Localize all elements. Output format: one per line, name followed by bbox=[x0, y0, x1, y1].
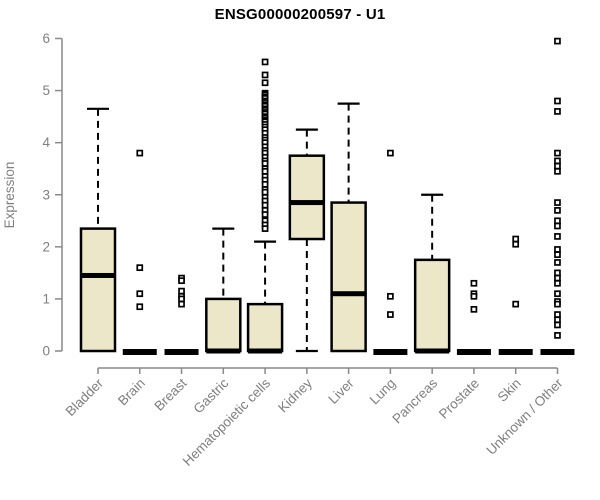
outlier-point bbox=[470, 279, 478, 287]
flat-box bbox=[456, 349, 491, 355]
x-tick-label: Unknown / Other bbox=[483, 375, 566, 458]
outlier-point bbox=[387, 292, 394, 300]
x-tick-label: Lung bbox=[367, 376, 399, 408]
y-tick-label: 3 bbox=[42, 187, 50, 202]
outlier-point bbox=[554, 321, 561, 329]
x-tick-label: Kidney bbox=[275, 375, 315, 415]
flat-box bbox=[498, 349, 533, 355]
outlier-point bbox=[554, 157, 561, 165]
outlier-point bbox=[512, 240, 520, 248]
outlier-point bbox=[387, 311, 394, 318]
outlier-point bbox=[261, 225, 269, 232]
box bbox=[246, 302, 284, 353]
y-tick-label: 1 bbox=[42, 291, 50, 306]
outlier-point bbox=[554, 222, 561, 230]
flat-box bbox=[373, 349, 408, 355]
x-tick-label: Breast bbox=[151, 375, 189, 413]
outlier-point bbox=[136, 303, 144, 311]
box bbox=[205, 297, 242, 353]
outlier-point bbox=[554, 269, 561, 277]
outlier-point bbox=[512, 235, 520, 243]
chart-title: ENSG00000200597 - U1 bbox=[214, 6, 386, 23]
x-tick-label: Skin bbox=[495, 376, 524, 405]
outlier-point bbox=[261, 180, 269, 188]
outlier-point bbox=[554, 37, 561, 45]
outlier-point bbox=[554, 279, 561, 287]
outlier-point bbox=[261, 188, 269, 196]
x-tick-label: Bladder bbox=[63, 375, 107, 419]
outlier-point bbox=[470, 292, 478, 300]
box bbox=[413, 258, 451, 353]
outlier-point bbox=[261, 58, 269, 66]
outlier-point bbox=[261, 201, 269, 209]
outlier-point bbox=[554, 97, 561, 105]
x-tick-label: Pancreas bbox=[389, 375, 440, 426]
median-line bbox=[289, 200, 324, 206]
outlier-point bbox=[178, 295, 185, 303]
outlier-point bbox=[261, 211, 269, 218]
outlier-point bbox=[554, 167, 561, 175]
y-tick-label: 2 bbox=[42, 239, 50, 254]
outlier-point bbox=[136, 264, 144, 272]
outlier-point bbox=[554, 162, 561, 170]
outlier-point bbox=[554, 300, 561, 308]
median-line bbox=[331, 291, 366, 297]
outlier-point bbox=[554, 316, 561, 324]
median-line bbox=[415, 348, 450, 354]
outlier-point bbox=[554, 233, 561, 240]
y-tick-label: 6 bbox=[42, 31, 50, 46]
flat-box bbox=[540, 349, 575, 355]
box bbox=[288, 154, 326, 241]
outlier-point bbox=[554, 290, 561, 298]
outlier-point bbox=[261, 167, 269, 175]
box bbox=[79, 227, 117, 353]
outlier-point bbox=[512, 300, 520, 308]
outlier-point bbox=[554, 217, 561, 225]
outlier-point bbox=[261, 79, 269, 87]
outlier-point bbox=[554, 311, 561, 318]
x-tick-label: Liver bbox=[325, 375, 357, 407]
outlier-point bbox=[470, 305, 478, 313]
y-tick-label: 5 bbox=[42, 83, 50, 98]
outlier-point bbox=[261, 160, 269, 167]
outlier-point bbox=[554, 246, 561, 253]
y-axis-label: Expression bbox=[2, 162, 17, 229]
flat-box bbox=[164, 349, 199, 355]
outlier-point bbox=[554, 149, 561, 157]
x-tick-label: Gastric bbox=[191, 375, 232, 416]
median-line bbox=[248, 348, 283, 354]
outlier-point bbox=[554, 108, 561, 115]
outlier-point bbox=[136, 290, 144, 298]
outlier-point bbox=[178, 277, 185, 285]
box bbox=[330, 201, 367, 353]
outlier-point bbox=[261, 71, 269, 79]
outlier-point bbox=[554, 251, 561, 258]
outlier-point bbox=[554, 259, 561, 266]
outlier-point bbox=[178, 287, 185, 295]
outlier-point bbox=[554, 332, 561, 339]
outlier-point bbox=[554, 207, 561, 214]
outlier-point bbox=[554, 274, 561, 282]
median-line bbox=[206, 348, 241, 354]
outlier-point bbox=[136, 149, 144, 157]
outlier-point bbox=[178, 300, 185, 308]
y-tick-label: 0 bbox=[42, 344, 50, 359]
outlier-point bbox=[554, 199, 561, 206]
x-tick-label: Prostate bbox=[436, 376, 482, 422]
median-line bbox=[81, 272, 115, 278]
outlier-point bbox=[387, 149, 394, 157]
flat-box bbox=[122, 349, 157, 355]
y-tick-label: 4 bbox=[42, 135, 50, 150]
x-tick-label: Brain bbox=[115, 376, 148, 409]
